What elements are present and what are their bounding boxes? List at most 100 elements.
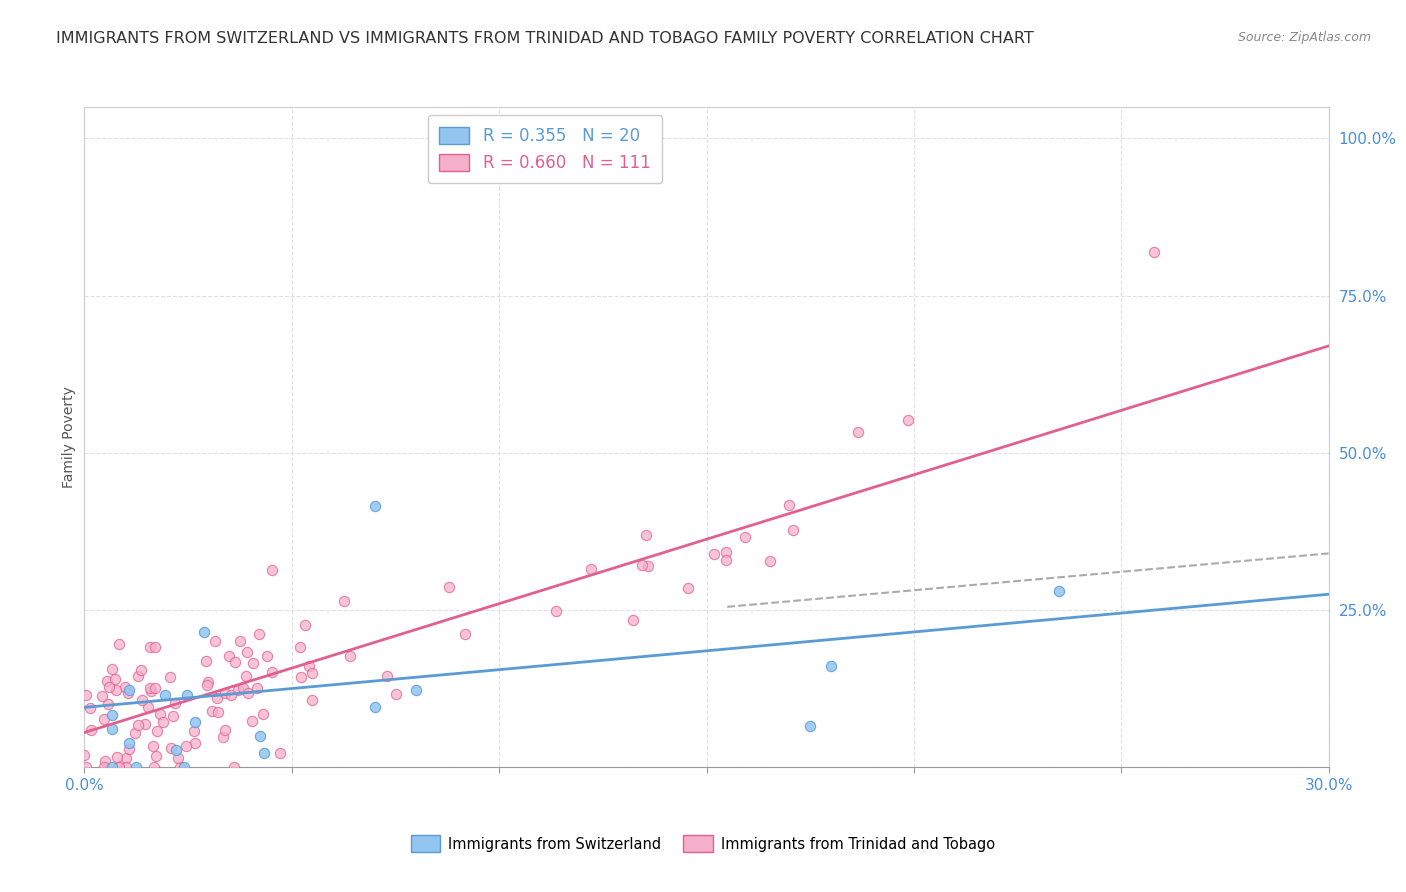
Point [79, 701, 101, 715]
Point [212, 730, 235, 744]
Point [204, 633, 226, 648]
Point [621, 613, 644, 627]
Point [183, 723, 205, 738]
Point [193, 625, 215, 640]
Point [165, 696, 187, 710]
Point [143, 760, 166, 774]
Point [375, 669, 398, 683]
Point [195, 678, 218, 692]
Point [236, 686, 259, 700]
Point [143, 640, 166, 655]
Point [301, 666, 323, 681]
Point [224, 656, 246, 670]
Point [332, 594, 354, 608]
Point [242, 656, 264, 670]
Point [136, 700, 159, 714]
Point [253, 746, 276, 760]
Point [240, 714, 263, 728]
Point [1047, 584, 1070, 599]
Point [129, 663, 152, 677]
Point [221, 688, 243, 702]
Point [139, 640, 162, 655]
Point [579, 562, 602, 576]
Point [235, 668, 257, 682]
Point [637, 558, 659, 573]
Point [131, 693, 153, 707]
Point [714, 553, 737, 567]
Point [201, 704, 224, 718]
Point [339, 648, 361, 663]
Point [222, 760, 245, 774]
Point [127, 718, 149, 732]
Point [218, 649, 240, 664]
Point [229, 633, 252, 648]
Point [214, 723, 236, 737]
Point [207, 706, 229, 720]
Point [118, 736, 141, 750]
Point [176, 739, 198, 753]
Point [176, 688, 198, 702]
Point [256, 649, 278, 664]
Point [100, 707, 122, 722]
Point [153, 688, 176, 702]
Point [143, 681, 166, 696]
Text: IMMIGRANTS FROM SWITZERLAND VS IMMIGRANTS FROM TRINIDAD AND TOBAGO FAMILY POVERT: IMMIGRANTS FROM SWITZERLAND VS IMMIGRANT… [56, 31, 1033, 46]
Point [139, 681, 162, 695]
Point [149, 706, 172, 721]
Point [145, 724, 167, 739]
Point [782, 523, 804, 537]
Point [848, 425, 870, 439]
Point [107, 760, 129, 774]
Point [101, 722, 124, 736]
Point [197, 675, 219, 690]
Point [162, 709, 184, 723]
Point [108, 760, 131, 774]
Point [294, 617, 316, 632]
Point [167, 751, 190, 765]
Point [169, 760, 191, 774]
Point [134, 716, 156, 731]
Point [247, 626, 270, 640]
Point [101, 760, 124, 774]
Point [127, 669, 149, 683]
Point [634, 528, 657, 542]
Legend: Immigrants from Switzerland, Immigrants from Trinidad and Tobago: Immigrants from Switzerland, Immigrants … [405, 830, 1001, 858]
Point [73, 747, 96, 762]
Point [820, 659, 842, 673]
Point [114, 680, 136, 694]
Point [91, 689, 114, 703]
Point [101, 662, 124, 676]
Point [152, 714, 174, 729]
Point [778, 499, 800, 513]
Point [104, 683, 127, 698]
Point [799, 719, 821, 733]
Point [630, 558, 652, 572]
Point [405, 683, 427, 698]
Point [75, 760, 97, 774]
Point [194, 654, 217, 668]
Point [125, 760, 148, 774]
Point [93, 712, 115, 726]
Point [214, 686, 236, 700]
Point [118, 682, 141, 697]
Point [114, 760, 136, 774]
Point [108, 637, 131, 651]
Y-axis label: Family Poverty: Family Poverty [62, 386, 76, 488]
Point [80, 723, 103, 738]
Point [734, 530, 756, 544]
Point [93, 760, 115, 774]
Point [298, 658, 321, 673]
Point [105, 749, 128, 764]
Point [437, 580, 460, 594]
Point [252, 706, 274, 721]
Point [145, 748, 167, 763]
Point [228, 683, 250, 698]
Point [232, 681, 254, 695]
Point [262, 665, 284, 680]
Point [714, 545, 737, 559]
Point [364, 500, 387, 514]
Legend: R = 0.355   N = 20, R = 0.660   N = 111: R = 0.355 N = 20, R = 0.660 N = 111 [427, 115, 662, 184]
Point [117, 686, 139, 700]
Text: Source: ZipAtlas.com: Source: ZipAtlas.com [1237, 31, 1371, 45]
Point [364, 700, 387, 714]
